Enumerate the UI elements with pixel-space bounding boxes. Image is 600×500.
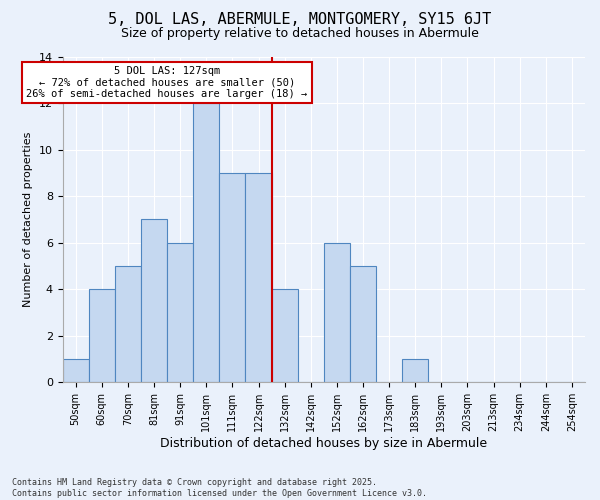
Bar <box>220 173 245 382</box>
Bar <box>89 289 115 382</box>
Bar <box>402 359 428 382</box>
Text: Size of property relative to detached houses in Abermule: Size of property relative to detached ho… <box>121 28 479 40</box>
Bar <box>245 173 272 382</box>
Bar <box>62 359 89 382</box>
Text: 5 DOL LAS: 127sqm
← 72% of detached houses are smaller (50)
26% of semi-detached: 5 DOL LAS: 127sqm ← 72% of detached hous… <box>26 66 308 99</box>
Bar <box>324 242 350 382</box>
Bar <box>350 266 376 382</box>
Bar <box>115 266 141 382</box>
X-axis label: Distribution of detached houses by size in Abermule: Distribution of detached houses by size … <box>160 437 487 450</box>
Text: 5, DOL LAS, ABERMULE, MONTGOMERY, SY15 6JT: 5, DOL LAS, ABERMULE, MONTGOMERY, SY15 6… <box>109 12 491 28</box>
Text: Contains HM Land Registry data © Crown copyright and database right 2025.
Contai: Contains HM Land Registry data © Crown c… <box>12 478 427 498</box>
Y-axis label: Number of detached properties: Number of detached properties <box>23 132 33 307</box>
Bar <box>167 242 193 382</box>
Bar <box>141 220 167 382</box>
Bar <box>272 289 298 382</box>
Bar <box>193 103 220 382</box>
